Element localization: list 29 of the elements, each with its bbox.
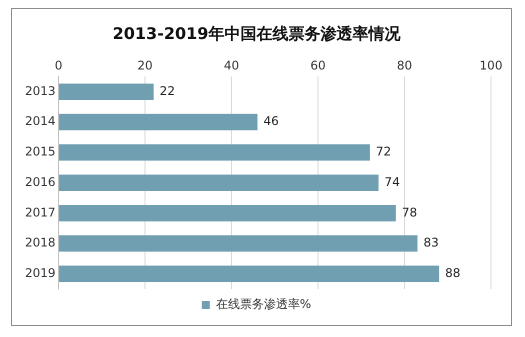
data-label: 88 bbox=[445, 266, 460, 280]
data-label: 72 bbox=[376, 144, 392, 159]
data-label: 74 bbox=[384, 174, 400, 189]
bar bbox=[59, 144, 370, 161]
x-tick-label: 60 bbox=[310, 58, 326, 73]
y-tick-label: 2017 bbox=[24, 205, 56, 220]
y-tick-label: 2014 bbox=[24, 114, 56, 128]
bar bbox=[59, 174, 379, 191]
x-tick-label: 80 bbox=[396, 58, 412, 73]
x-tick-label: 0 bbox=[54, 58, 62, 73]
chart-title: 2013-2019年中国在线票务渗透率情况 bbox=[112, 24, 402, 43]
legend-label: 在线票务渗透率% bbox=[216, 297, 312, 312]
data-label: 78 bbox=[402, 205, 418, 220]
bar bbox=[59, 266, 440, 282]
x-tick-label: 40 bbox=[224, 58, 240, 73]
bar bbox=[59, 235, 418, 252]
data-label: 46 bbox=[263, 114, 279, 128]
data-label: 83 bbox=[423, 236, 439, 250]
y-tick-label: 2016 bbox=[24, 174, 56, 189]
x-tick-label: 100 bbox=[480, 58, 502, 73]
bar bbox=[59, 204, 396, 222]
x-tick-label: 20 bbox=[137, 58, 153, 73]
bar bbox=[59, 114, 258, 130]
y-tick-label: 2018 bbox=[24, 236, 56, 250]
y-tick-label: 2019 bbox=[24, 266, 56, 280]
y-tick-label: 2015 bbox=[24, 144, 56, 159]
bar bbox=[59, 84, 154, 100]
data-label: 22 bbox=[160, 84, 175, 98]
y-tick-label: 2013 bbox=[24, 84, 56, 98]
